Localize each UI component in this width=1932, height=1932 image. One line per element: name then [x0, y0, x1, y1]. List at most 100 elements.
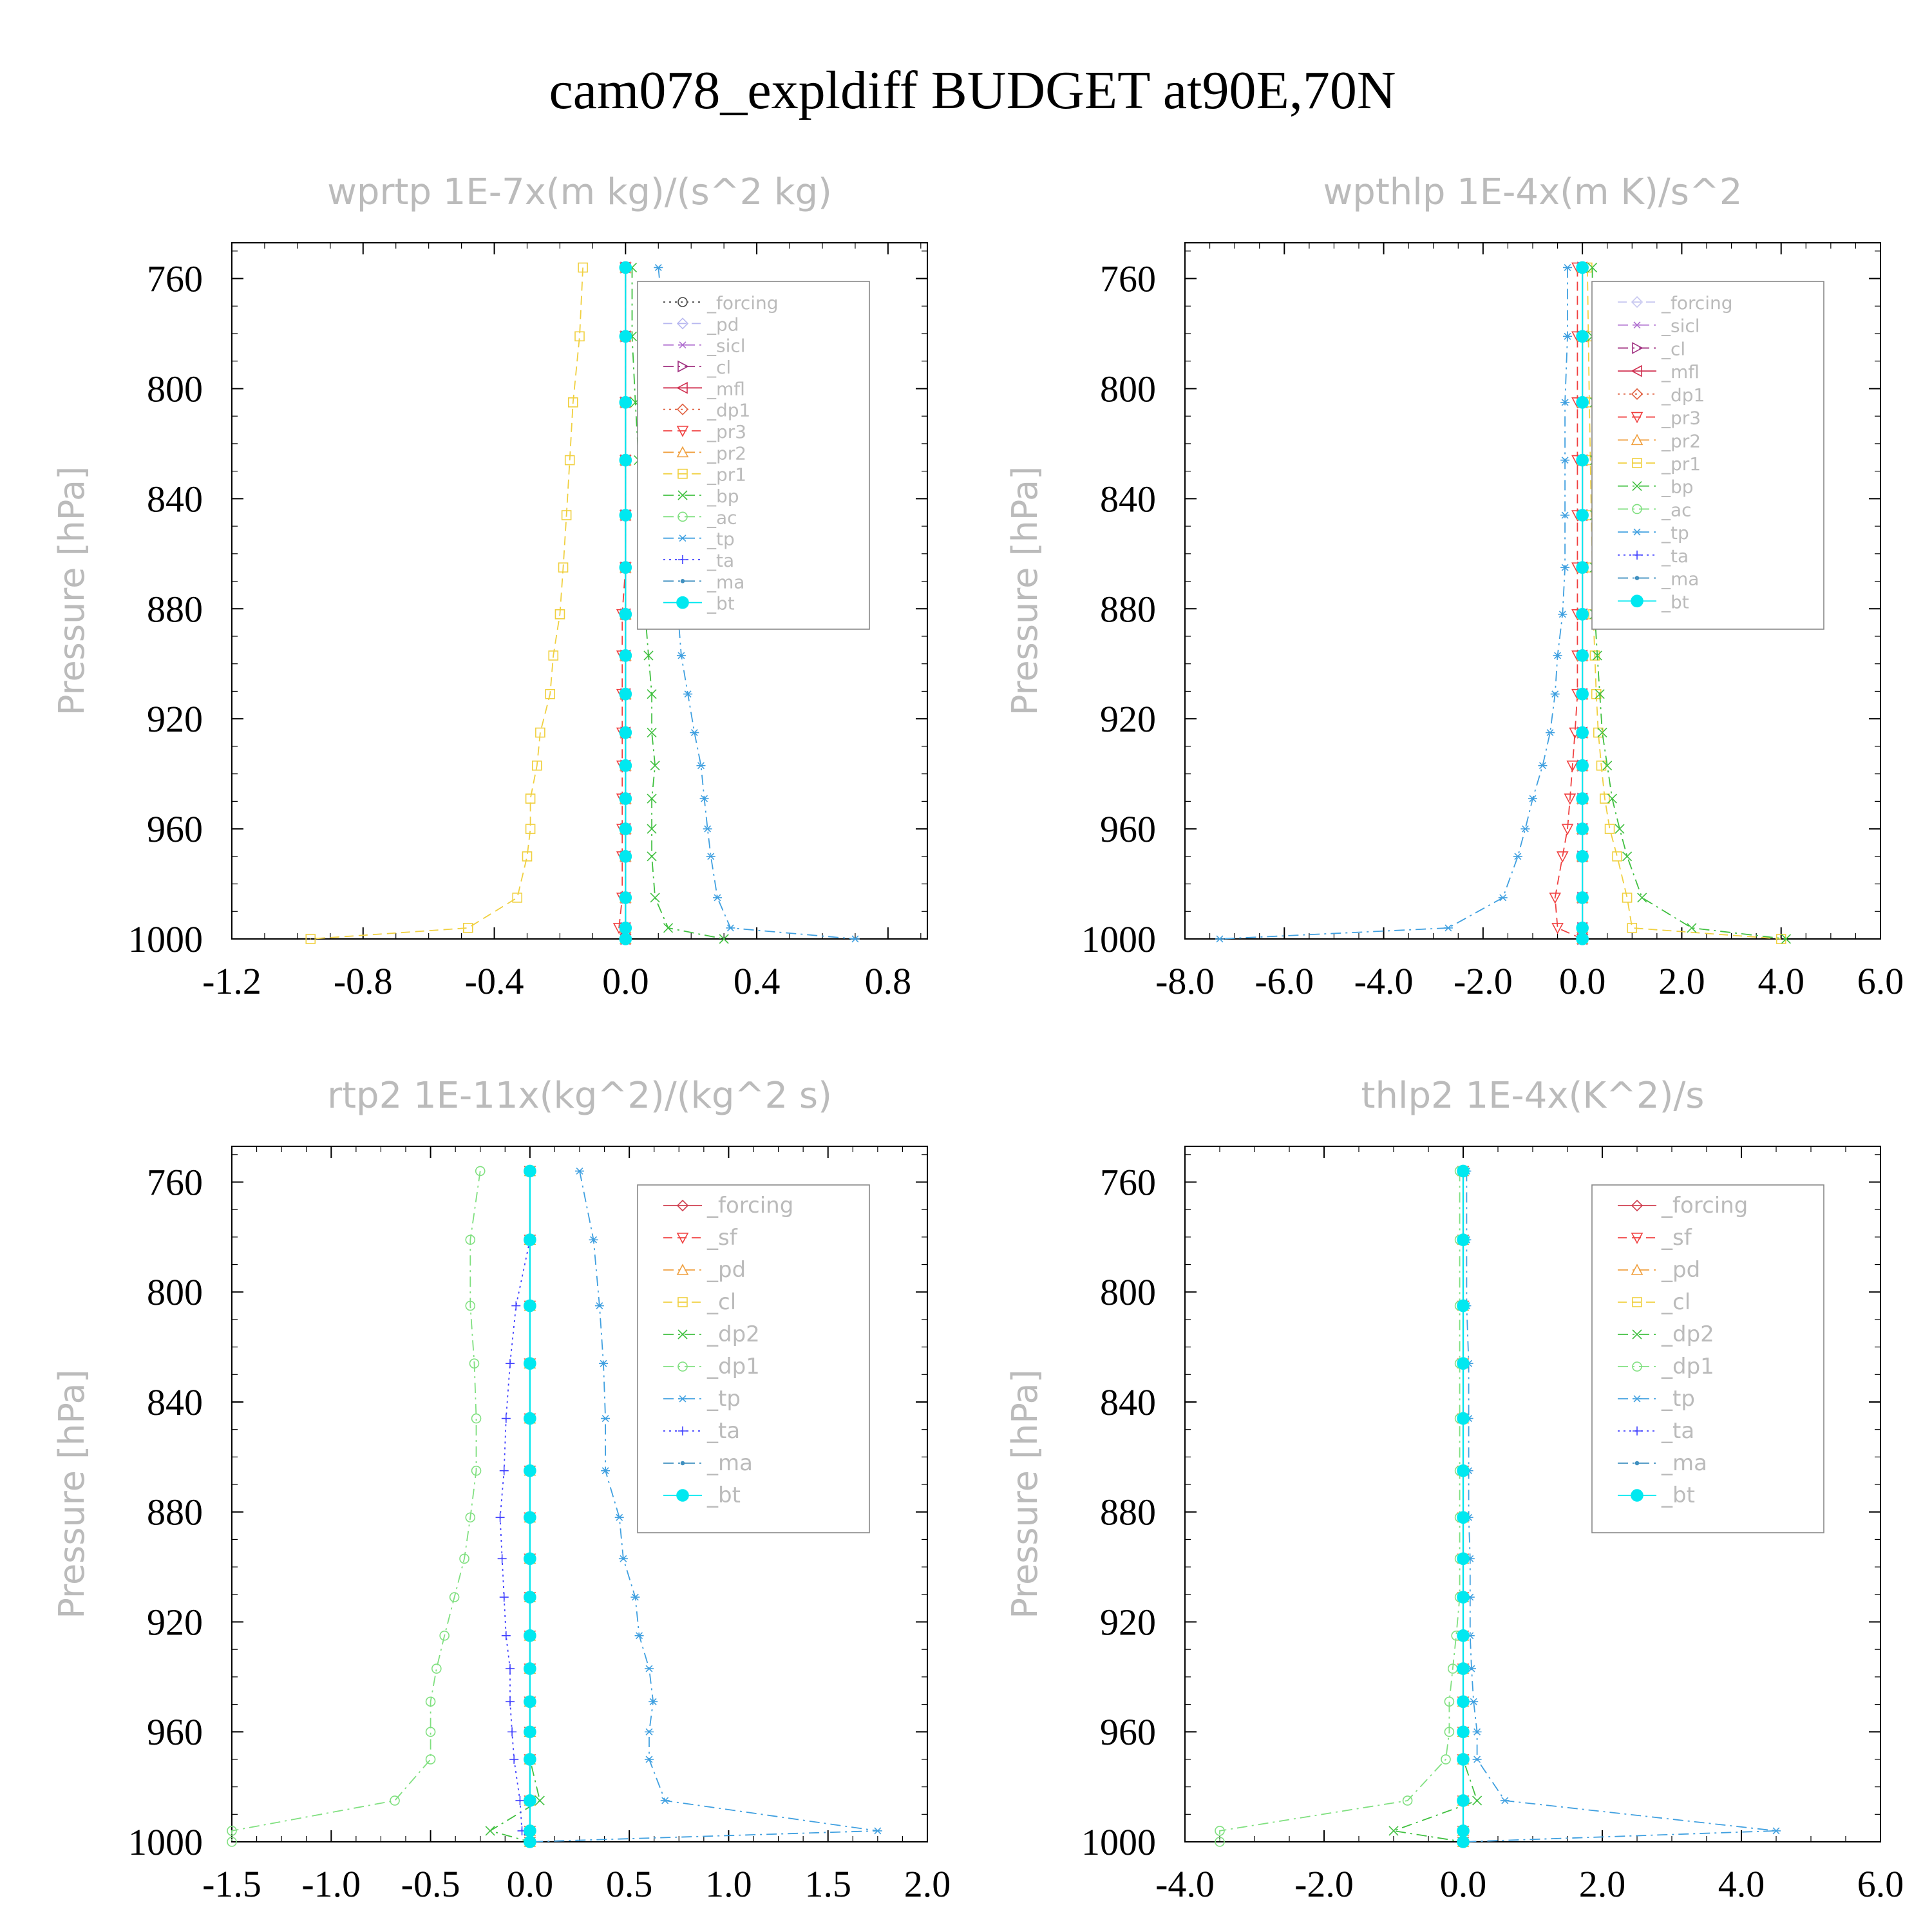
- data-point: [501, 1631, 511, 1640]
- data-point: [475, 1166, 486, 1177]
- y-tick-label: 840: [1100, 1381, 1156, 1423]
- y-tick-label: 880: [147, 1492, 203, 1533]
- data-point: [1444, 1696, 1455, 1707]
- data-point: [719, 934, 729, 944]
- legend-marker: [676, 596, 689, 609]
- data-point: [619, 891, 632, 904]
- y-tick-label: 880: [147, 588, 203, 630]
- series-pr1: [305, 262, 588, 944]
- legend-label: _bp: [1661, 477, 1694, 498]
- data-point: [630, 1593, 640, 1601]
- data-point: [601, 1467, 611, 1475]
- data-point: [545, 688, 555, 699]
- data-point: [1602, 761, 1613, 771]
- data-point: [1469, 1698, 1479, 1705]
- legend-marker: [678, 1426, 687, 1435]
- data-point: [619, 261, 632, 274]
- panel-title: rtp2 1E-11x(kg^2)/(kg^2 s): [327, 1075, 832, 1117]
- legend-label: _pr2: [1661, 430, 1701, 451]
- x-tick-label: 0.4: [734, 960, 781, 1002]
- legend-label: _bt: [1661, 591, 1689, 612]
- legend-marker: [680, 1461, 685, 1466]
- x-tick-label: 4.0: [1757, 960, 1804, 1002]
- data-point: [1615, 824, 1625, 834]
- data-point: [574, 331, 585, 342]
- x-tick-label: -4.0: [1155, 1863, 1215, 1905]
- legend-marker: [678, 555, 687, 564]
- x-tick-label: 2.0: [1579, 1863, 1626, 1905]
- y-axis-label: Pressure [hPa]: [52, 466, 92, 715]
- x-tick-label: 0.5: [606, 1863, 653, 1905]
- data-point: [1576, 453, 1589, 467]
- legend-label: _ta: [706, 550, 734, 571]
- legend-label: _tp: [1661, 1386, 1695, 1412]
- data-point: [1576, 822, 1589, 835]
- data-point: [495, 1513, 505, 1522]
- data-point: [1560, 399, 1570, 406]
- x-tick-label: -2.0: [1294, 1863, 1354, 1905]
- legend-label: _pd: [706, 314, 739, 335]
- data-point: [1457, 1299, 1470, 1312]
- legend-marker: [1631, 296, 1643, 308]
- x-tick-label: -1.2: [202, 960, 261, 1002]
- y-tick-label: 920: [1100, 1601, 1156, 1643]
- data-point: [1595, 689, 1605, 699]
- figure-title: cam078_expldiff BUDGET at90E,70N: [549, 61, 1396, 120]
- panel-rtp2: rtp2 1E-11x(kg^2)/(kg^2 s) Pressure [hPa]…: [52, 1075, 951, 1905]
- data-point: [619, 933, 632, 945]
- data-point: [1622, 893, 1633, 903]
- data-point: [619, 561, 632, 574]
- data-point: [501, 1414, 511, 1423]
- x-tick-label: 6.0: [1857, 1863, 1904, 1905]
- data-point: [1564, 793, 1577, 805]
- y-tick-label: 800: [147, 1271, 203, 1313]
- series-bt: [1576, 261, 1589, 945]
- data-point: [1556, 851, 1569, 863]
- data-point: [524, 1662, 536, 1675]
- data-point: [471, 1413, 482, 1424]
- legend-box: [637, 281, 870, 630]
- data-point: [1546, 729, 1555, 737]
- data-point: [647, 727, 657, 738]
- legend-label: _pr2: [706, 442, 746, 464]
- legend-label: _sicl: [706, 336, 746, 357]
- data-point: [850, 935, 860, 943]
- y-axis-label: Pressure [hPa]: [1005, 1369, 1045, 1618]
- legend-marker: [1632, 458, 1642, 468]
- data-point: [647, 689, 657, 699]
- legend-label: _dp1: [706, 1354, 760, 1379]
- data-point: [683, 690, 693, 698]
- legend-marker: [676, 381, 688, 394]
- legend-marker: [677, 1329, 688, 1340]
- data-point: [645, 1756, 654, 1763]
- data-point: [227, 1837, 237, 1847]
- data-point: [1457, 1753, 1470, 1766]
- legend-label: _ma: [706, 571, 744, 592]
- legend-marker: [1632, 481, 1642, 491]
- data-point: [1457, 1511, 1470, 1524]
- legend-label: _ac: [706, 507, 737, 528]
- series-line: [310, 267, 583, 940]
- legend-label: _pd: [706, 1257, 746, 1283]
- legend-marker: [1633, 550, 1642, 560]
- data-point: [1444, 1727, 1455, 1738]
- data-point: [1457, 1591, 1470, 1604]
- data-point: [1772, 1827, 1781, 1835]
- series-ta: [495, 1166, 535, 1846]
- legend-label: _pd: [1661, 1257, 1700, 1283]
- legend-label: _cl: [706, 357, 731, 378]
- data-point: [524, 1725, 536, 1739]
- legend-label: _bt: [706, 593, 735, 614]
- data-point: [647, 824, 657, 834]
- data-point: [726, 924, 735, 932]
- legend-label: _forcing: [706, 1193, 793, 1218]
- data-point: [1596, 761, 1607, 771]
- legend-label: _forcing: [1661, 292, 1733, 314]
- legend-box: [1591, 1184, 1824, 1533]
- data-point: [1457, 1695, 1470, 1709]
- data-point: [568, 397, 578, 408]
- y-tick-label: 960: [147, 808, 203, 850]
- data-point: [619, 922, 632, 934]
- data-point: [1576, 759, 1589, 772]
- data-point: [1566, 761, 1579, 772]
